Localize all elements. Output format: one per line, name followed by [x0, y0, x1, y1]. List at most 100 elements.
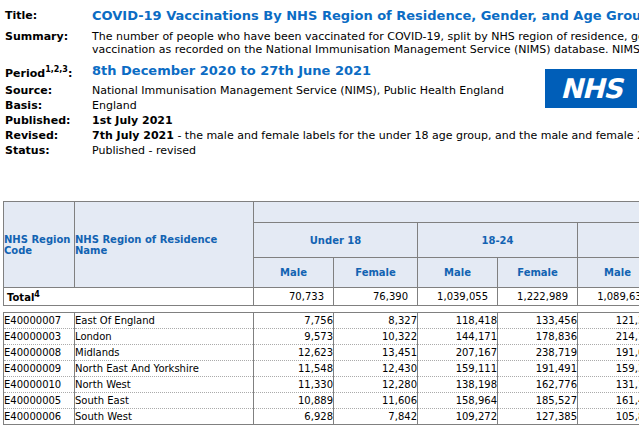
value-cell: 214,188 — [578, 329, 639, 345]
value-cell: 109,272 — [418, 409, 498, 425]
region-code-cell: E40000007 — [4, 313, 75, 329]
value-cell: 185,527 — [498, 393, 578, 409]
col-header-male: Male — [578, 258, 639, 288]
period-label-text: Period — [5, 67, 45, 80]
vaccinations-table-body: E40000007East Of England7,7568,327118,41… — [3, 312, 639, 425]
value-cell: 8,327 — [334, 313, 418, 329]
value-cell: 6,928 — [254, 409, 334, 425]
source-label: Source: — [5, 84, 52, 97]
value-cell: 121,386 — [578, 313, 639, 329]
value-cell: 10,889 — [254, 393, 334, 409]
total-value-cell: 76,390 — [334, 288, 418, 306]
region-name-cell: North West — [75, 377, 254, 393]
value-cell: 178,836 — [498, 329, 578, 345]
page-title: COVID-19 Vaccinations By NHS Region of R… — [92, 8, 639, 23]
total-value-cell: 1,089,632 — [578, 288, 639, 306]
value-cell: 7,842 — [334, 409, 418, 425]
table-row: E40000009North East And Yorkshire11,5481… — [4, 361, 639, 377]
value-cell: 11,606 — [334, 393, 418, 409]
table-row: E40000007East Of England7,7568,327118,41… — [4, 313, 639, 329]
age-group-under-18: Under 18 — [254, 223, 418, 258]
value-cell: 191,491 — [498, 361, 578, 377]
region-name-cell: North East And Yorkshire — [75, 361, 254, 377]
total-footnote-marker: 4 — [34, 290, 40, 299]
region-code-cell: E40000009 — [4, 361, 75, 377]
age-group-18-24: 18-24 — [418, 223, 578, 258]
value-cell: 238,719 — [498, 345, 578, 361]
nhs-logo: NHS — [545, 69, 637, 108]
value-cell: 10,322 — [334, 329, 418, 345]
col-header-region-code: NHS Region Code — [4, 202, 75, 288]
header-spacer-row: NHS Region Code NHS Region of Residence … — [4, 202, 639, 223]
period-label-colon: : — [68, 67, 72, 80]
published-value: 1st July 2021 — [92, 114, 173, 127]
status-label: Status: — [5, 144, 50, 157]
region-name-cell: London — [75, 329, 254, 345]
value-cell: 159,111 — [418, 361, 498, 377]
col-header-female: Female — [334, 258, 418, 288]
table-row: E40000008Midlands12,62313,451207,167238,… — [4, 345, 639, 361]
value-cell: 131,185 — [578, 377, 639, 393]
status-value: Published - revised — [92, 144, 196, 157]
region-code-cell: E40000008 — [4, 345, 75, 361]
value-cell: 158,964 — [418, 393, 498, 409]
col-header-male: Male — [418, 258, 498, 288]
region-name-cell: East Of England — [75, 313, 254, 329]
region-code-cell: E40000010 — [4, 377, 75, 393]
title-label: Title: — [5, 9, 37, 22]
revised-date: 7th July 2021 — [92, 129, 174, 142]
total-value-cell: 70,733 — [254, 288, 334, 306]
value-cell: 127,385 — [498, 409, 578, 425]
header-empty-cell — [254, 202, 639, 223]
value-cell: 144,171 — [418, 329, 498, 345]
summary-line-2: vaccination as recorded on the National … — [92, 43, 639, 56]
value-cell: 12,430 — [334, 361, 418, 377]
region-name-cell: South East — [75, 393, 254, 409]
period-label: Period1,2,3: — [5, 65, 72, 80]
region-name-cell: Midlands — [75, 345, 254, 361]
period-value: 8th December 2020 to 27th June 2021 — [92, 63, 371, 78]
value-cell: 105,853 — [578, 409, 639, 425]
col-header-region-name: NHS Region of Residence Name — [75, 202, 254, 288]
table-row: E40000003London9,57310,322144,171178,836… — [4, 329, 639, 345]
table-row: E40000010North West11,33012,280138,19816… — [4, 377, 639, 393]
value-cell: 162,776 — [498, 377, 578, 393]
total-value-cell: 1,039,055 — [418, 288, 498, 306]
total-row: Total4 70,733 76,390 1,039,055 1,222,989… — [4, 288, 639, 306]
source-value: National Immunisation Management Service… — [92, 84, 504, 97]
total-label: Total — [7, 292, 34, 303]
value-cell: 138,198 — [418, 377, 498, 393]
value-cell: 13,451 — [334, 345, 418, 361]
value-cell: 161,437 — [578, 393, 639, 409]
value-cell: 207,167 — [418, 345, 498, 361]
basis-value: England — [92, 99, 137, 112]
revised-value: 7th July 2021 - the male and female labe… — [92, 129, 639, 142]
value-cell: 118,418 — [418, 313, 498, 329]
vaccinations-table-header: NHS Region Code NHS Region of Residence … — [3, 201, 639, 306]
revised-label: Revised: — [5, 129, 58, 142]
region-name-cell: South West — [75, 409, 254, 425]
value-cell: 12,280 — [334, 377, 418, 393]
value-cell: 12,623 — [254, 345, 334, 361]
value-cell: 133,456 — [498, 313, 578, 329]
value-cell: 159,364 — [578, 361, 639, 377]
table-row: E40000006South West6,9287,842109,272127,… — [4, 409, 639, 425]
total-value-cell: 1,222,989 — [498, 288, 578, 306]
region-code-cell: E40000006 — [4, 409, 75, 425]
region-code-cell: E40000005 — [4, 393, 75, 409]
summary-line-1: The number of people who have been vacci… — [92, 30, 639, 43]
value-cell: 7,756 — [254, 313, 334, 329]
revised-note: - the male and female labels for the und… — [174, 129, 639, 142]
period-footnote-marker: 1,2,3 — [45, 65, 68, 74]
published-label: Published: — [5, 114, 70, 127]
value-cell: 11,548 — [254, 361, 334, 377]
value-cell: 9,573 — [254, 329, 334, 345]
table-row: E40000005South East10,88911,606158,96418… — [4, 393, 639, 409]
total-label-cell: Total4 — [4, 288, 254, 306]
region-code-cell: E40000003 — [4, 329, 75, 345]
document-page: Title: COVID-19 Vaccinations By NHS Regi… — [0, 0, 639, 427]
col-header-female: Female — [498, 258, 578, 288]
col-header-male: Male — [254, 258, 334, 288]
age-group-next — [578, 223, 639, 258]
basis-label: Basis: — [5, 99, 42, 112]
